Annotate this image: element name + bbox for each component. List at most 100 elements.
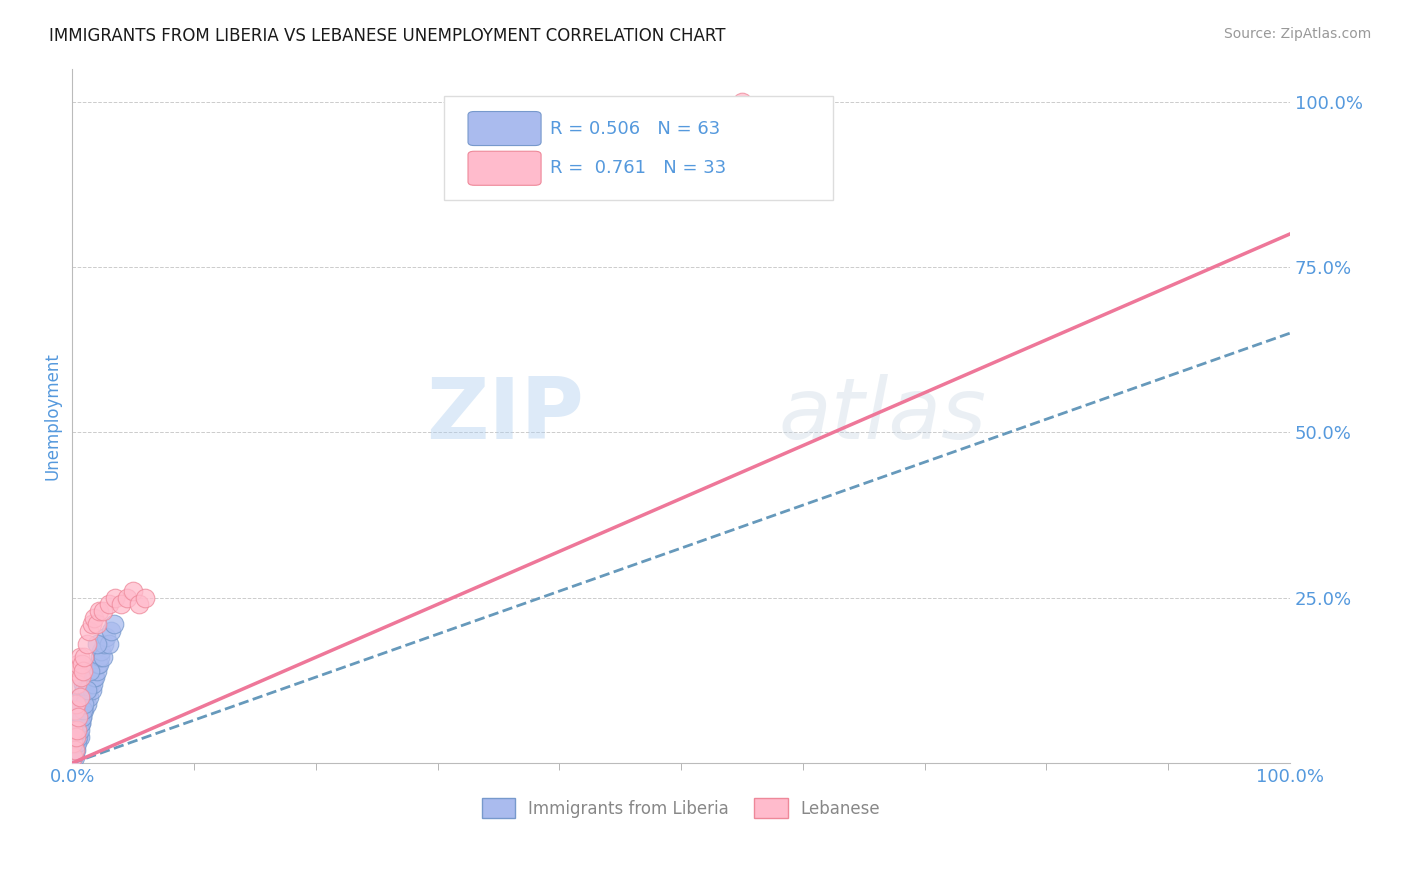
Point bbox=[66, 730, 89, 744]
Point bbox=[79, 677, 101, 691]
Point bbox=[86, 637, 108, 651]
Point bbox=[65, 736, 87, 750]
Point bbox=[86, 617, 108, 632]
Point bbox=[77, 624, 100, 638]
Point bbox=[72, 664, 94, 678]
Point bbox=[62, 749, 84, 764]
Point bbox=[97, 598, 120, 612]
Point bbox=[65, 743, 87, 757]
Point bbox=[80, 683, 103, 698]
Text: ZIP: ZIP bbox=[426, 375, 583, 458]
Point bbox=[128, 598, 150, 612]
Point bbox=[73, 703, 96, 717]
Point bbox=[62, 749, 84, 764]
Point bbox=[96, 631, 118, 645]
Point bbox=[97, 637, 120, 651]
Point bbox=[63, 703, 86, 717]
Point bbox=[65, 710, 87, 724]
Text: Source: ZipAtlas.com: Source: ZipAtlas.com bbox=[1223, 27, 1371, 41]
Point bbox=[69, 690, 91, 704]
Point bbox=[67, 730, 90, 744]
Point bbox=[73, 650, 96, 665]
Point bbox=[77, 690, 100, 704]
Point bbox=[89, 650, 111, 665]
Point bbox=[65, 723, 87, 737]
Point bbox=[62, 736, 84, 750]
Point bbox=[77, 683, 100, 698]
Point bbox=[72, 703, 94, 717]
Point bbox=[76, 697, 98, 711]
Point bbox=[70, 710, 93, 724]
Point bbox=[100, 624, 122, 638]
Point bbox=[70, 657, 93, 671]
Point bbox=[103, 617, 125, 632]
Point bbox=[69, 716, 91, 731]
Point bbox=[731, 95, 754, 109]
Point bbox=[63, 749, 86, 764]
Point bbox=[62, 749, 84, 764]
Point bbox=[75, 690, 97, 704]
Point bbox=[67, 710, 90, 724]
Point bbox=[69, 690, 91, 704]
Point bbox=[62, 743, 84, 757]
Point bbox=[122, 584, 145, 599]
Point bbox=[65, 730, 87, 744]
Point bbox=[72, 677, 94, 691]
Point bbox=[87, 657, 110, 671]
Point bbox=[91, 604, 114, 618]
Point bbox=[72, 703, 94, 717]
Point bbox=[66, 677, 89, 691]
Point bbox=[73, 697, 96, 711]
Point bbox=[93, 637, 115, 651]
Point bbox=[69, 650, 91, 665]
Point bbox=[62, 736, 84, 750]
Point bbox=[69, 723, 91, 737]
Text: IMMIGRANTS FROM LIBERIA VS LEBANESE UNEMPLOYMENT CORRELATION CHART: IMMIGRANTS FROM LIBERIA VS LEBANESE UNEM… bbox=[49, 27, 725, 45]
Point bbox=[86, 664, 108, 678]
Point bbox=[70, 710, 93, 724]
Point bbox=[69, 716, 91, 731]
Point bbox=[63, 723, 86, 737]
FancyBboxPatch shape bbox=[444, 96, 834, 201]
Point bbox=[67, 657, 90, 671]
Point bbox=[91, 650, 114, 665]
Text: atlas: atlas bbox=[779, 375, 987, 458]
Point bbox=[84, 670, 107, 684]
Point bbox=[62, 723, 84, 737]
Text: R = 0.506   N = 63: R = 0.506 N = 63 bbox=[550, 120, 720, 137]
Point bbox=[67, 710, 90, 724]
Text: R =  0.761   N = 33: R = 0.761 N = 33 bbox=[550, 160, 725, 178]
Point bbox=[90, 643, 112, 657]
Point bbox=[65, 697, 87, 711]
Point bbox=[83, 670, 105, 684]
Legend: Immigrants from Liberia, Lebanese: Immigrants from Liberia, Lebanese bbox=[475, 792, 887, 824]
Point bbox=[70, 690, 93, 704]
Point bbox=[67, 723, 90, 737]
Point bbox=[65, 664, 87, 678]
Point bbox=[76, 637, 98, 651]
Point bbox=[65, 703, 87, 717]
Point bbox=[69, 730, 91, 744]
Point bbox=[63, 743, 86, 757]
Point bbox=[134, 591, 156, 605]
Point bbox=[63, 730, 86, 744]
Point bbox=[66, 723, 89, 737]
Y-axis label: Unemployment: Unemployment bbox=[44, 351, 60, 480]
Point bbox=[62, 749, 84, 764]
Point bbox=[79, 664, 101, 678]
FancyBboxPatch shape bbox=[468, 152, 541, 186]
Point bbox=[69, 670, 91, 684]
Point bbox=[76, 683, 98, 698]
Point bbox=[87, 657, 110, 671]
Point bbox=[63, 743, 86, 757]
Point bbox=[66, 703, 89, 717]
Point bbox=[83, 610, 105, 624]
Point bbox=[73, 683, 96, 698]
Point bbox=[69, 716, 91, 731]
Point bbox=[69, 697, 91, 711]
Point bbox=[115, 591, 138, 605]
Point bbox=[67, 697, 90, 711]
Point bbox=[66, 736, 89, 750]
Point bbox=[87, 604, 110, 618]
FancyBboxPatch shape bbox=[468, 112, 541, 145]
